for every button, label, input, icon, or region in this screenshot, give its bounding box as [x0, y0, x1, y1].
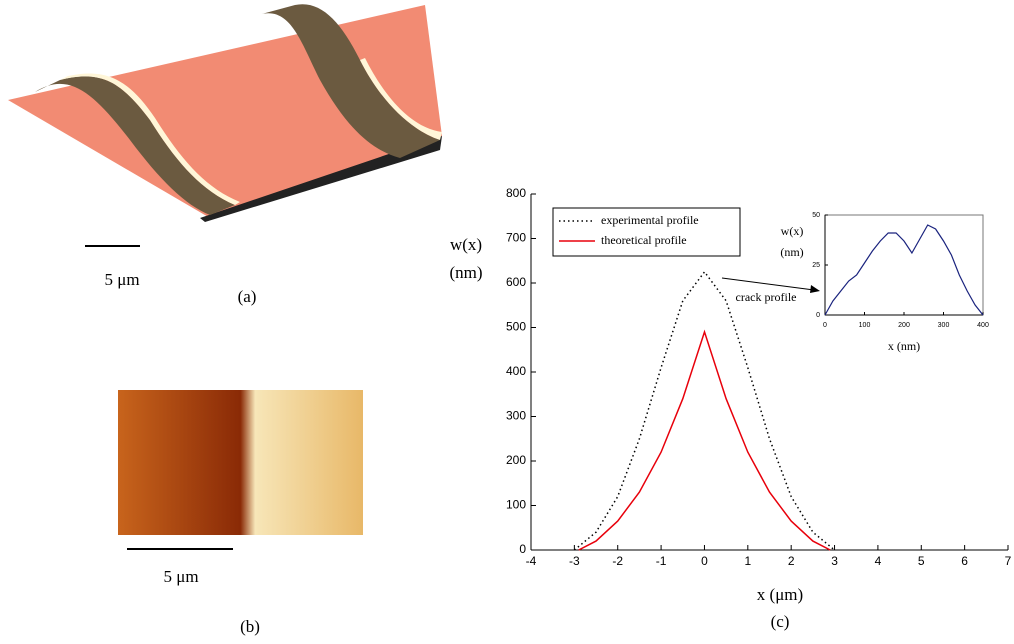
y-axis-label: (nm)	[449, 263, 482, 282]
arrow-head	[810, 285, 820, 293]
y-tick-label: 0	[519, 542, 526, 556]
x-tick-label: 7	[1005, 554, 1012, 568]
x-axis-label: x (μm)	[757, 585, 803, 604]
y-tick-label: 0	[816, 312, 820, 319]
x-tick-label: -1	[656, 554, 667, 568]
x-tick-label: 6	[961, 554, 968, 568]
x-tick-label: -3	[569, 554, 580, 568]
panel-label: (a)	[238, 287, 257, 306]
data-line	[579, 332, 831, 550]
x-tick-label: 5	[918, 554, 925, 568]
x-tick-label: 4	[875, 554, 882, 568]
panel-label: (b)	[240, 617, 260, 636]
scale-label: 5 μm	[163, 567, 198, 586]
x-tick-label: 100	[859, 322, 871, 329]
y-tick-label: 700	[506, 231, 526, 245]
legend-label: theoretical profile	[601, 233, 687, 247]
afm-2d-image	[118, 390, 363, 535]
arrow	[722, 278, 814, 290]
x-tick-label: 0	[823, 322, 827, 329]
x-tick-label: 400	[977, 322, 989, 329]
panel-label: (c)	[771, 612, 790, 631]
y-tick-label: 500	[506, 320, 526, 334]
x-tick-label: 300	[938, 322, 950, 329]
x-tick-label: -4	[526, 554, 537, 568]
legend-label: experimental profile	[601, 213, 699, 227]
plot-frame	[825, 215, 983, 315]
y-tick-label: 200	[506, 453, 526, 467]
x-tick-label: -2	[612, 554, 623, 568]
annotation: crack profile	[736, 290, 797, 304]
figure: 5 μm (a) 5 μm (b) (c) w(x) (nm) x (μm) c…	[0, 0, 1014, 644]
y-tick-label: 600	[506, 275, 526, 289]
y-tick-label: 800	[506, 186, 526, 200]
inset-y-label: (nm)	[780, 245, 803, 259]
x-tick-label: 3	[831, 554, 838, 568]
y-axis-label: w(x)	[450, 235, 482, 254]
x-tick-label: 2	[788, 554, 795, 568]
x-tick-label: 200	[898, 322, 910, 329]
x-tick-label: 0	[701, 554, 708, 568]
y-tick-label: 300	[506, 409, 526, 423]
afm-3d-image	[8, 4, 442, 246]
y-tick-label: 100	[506, 498, 526, 512]
inset-x-label: x (nm)	[888, 339, 920, 353]
y-tick-label: 400	[506, 364, 526, 378]
data-line	[574, 272, 834, 550]
inset-y-label: w(x)	[781, 224, 804, 238]
y-tick-label: 25	[812, 262, 820, 269]
x-tick-label: 1	[744, 554, 751, 568]
y-tick-label: 50	[812, 212, 820, 219]
scale-label: 5 μm	[104, 270, 139, 289]
